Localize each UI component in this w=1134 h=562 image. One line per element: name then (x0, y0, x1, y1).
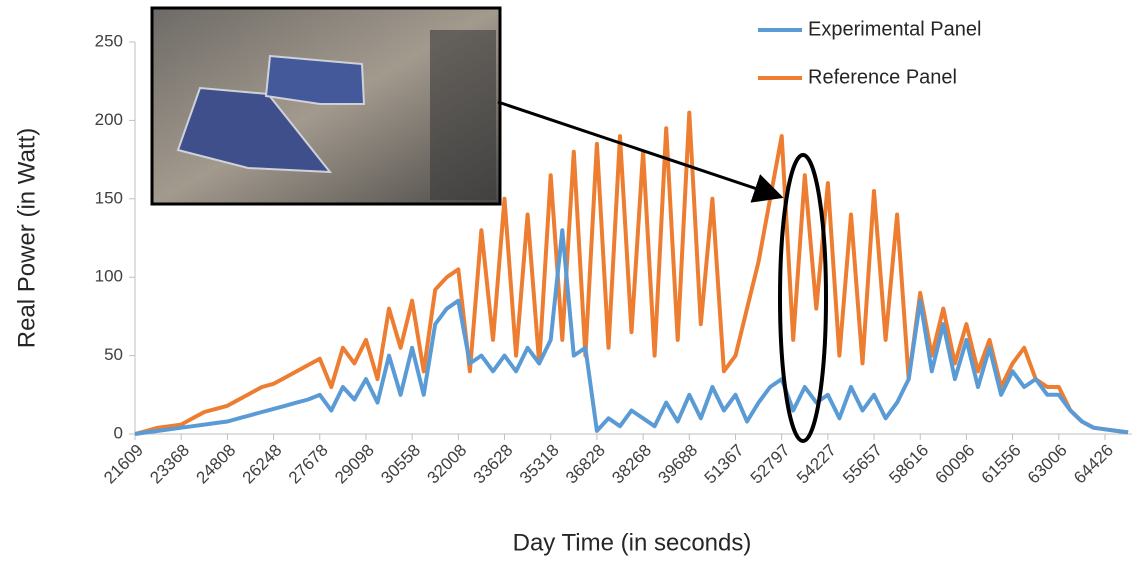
x-tick-label: 38268 (608, 441, 655, 488)
x-tick-label: 52797 (747, 441, 794, 488)
x-tick-label: 26248 (239, 441, 286, 488)
legend: Experimental Panel Reference Panel (758, 18, 981, 88)
x-tick-label: 29098 (331, 441, 378, 488)
x-tick-label: 21609 (100, 441, 147, 488)
x-tick-label: 23368 (146, 441, 193, 488)
y-axis-title: Real Power (in Watt) (13, 128, 40, 349)
x-tick-label: 36828 (562, 441, 609, 488)
x-tick-label: 60096 (932, 441, 979, 488)
inset-photo (152, 8, 500, 204)
x-axis-title: Day Time (in seconds) (513, 529, 752, 556)
x-tick-label: 64426 (1070, 441, 1117, 488)
y-tick-label: 50 (104, 345, 123, 364)
chart: 0 50 100 150 200 250 2160923368248082624827678… (0, 0, 1134, 562)
x-tick-label: 61556 (978, 441, 1025, 488)
page: {"chart_data": {"type": "line", "y_label… (0, 0, 1134, 562)
legend-label: Reference Panel (808, 66, 957, 88)
annotation-arrow (498, 102, 778, 196)
x-tick-label: 24808 (193, 441, 240, 488)
legend-label: Experimental Panel (808, 18, 981, 40)
x-tick-label: 39688 (654, 441, 701, 488)
x-tick-label: 35318 (516, 441, 563, 488)
x-tick-label: 33628 (470, 441, 517, 488)
y-tick-label: 0 (114, 423, 123, 442)
x-tick-label: 30558 (377, 441, 424, 488)
y-tick-label: 200 (95, 110, 123, 129)
x-tick-label: 63006 (1024, 441, 1071, 488)
y-tick-label: 150 (95, 188, 123, 207)
x-tick-label: 32008 (423, 441, 470, 488)
y-tick-label: 250 (95, 31, 123, 50)
x-tick-label: 27678 (285, 441, 332, 488)
y-tick-label: 100 (95, 267, 123, 286)
x-tick-label: 55657 (839, 441, 886, 488)
x-tick-label: 58616 (885, 441, 932, 488)
x-tick-label: 54227 (793, 441, 840, 488)
x-tick-label: 51367 (701, 441, 748, 488)
